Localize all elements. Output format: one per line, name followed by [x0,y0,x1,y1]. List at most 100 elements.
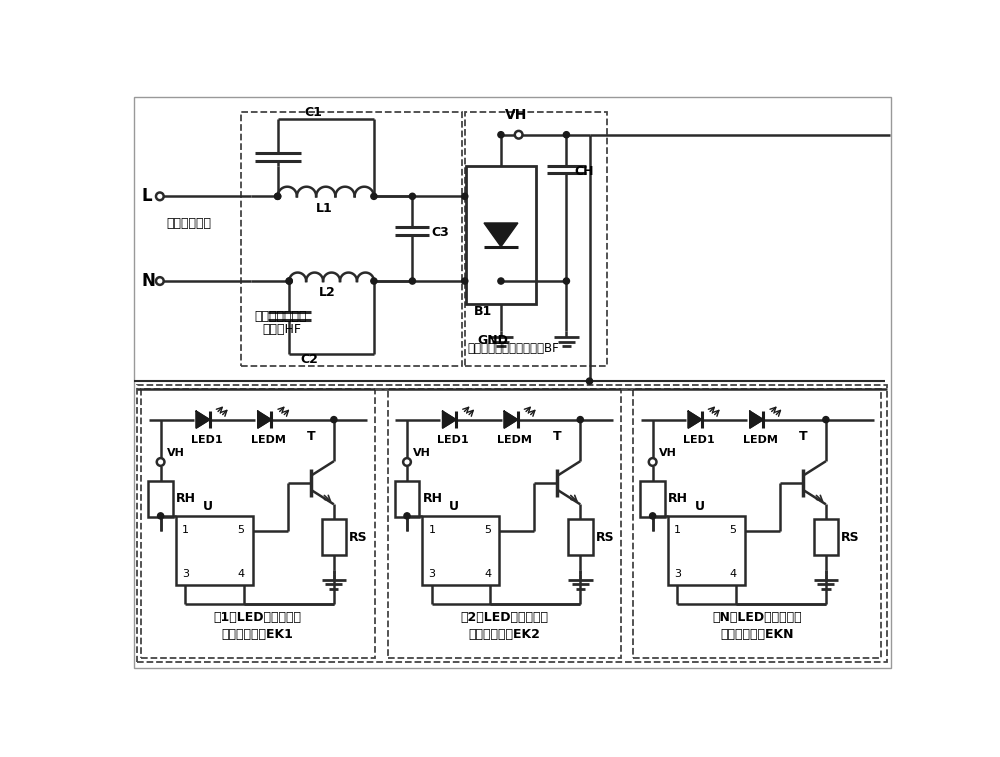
Text: 第2级LED高压大功率: 第2级LED高压大功率 [460,612,548,625]
Bar [422,516,499,585]
Circle shape [563,278,569,284]
Circle shape [275,193,281,199]
Circle shape [156,277,164,285]
Circle shape [498,278,504,284]
Text: U: U [203,500,213,512]
Polygon shape [750,411,763,428]
Text: 滤波器HF: 滤波器HF [262,322,301,335]
Bar [388,389,621,659]
Circle shape [515,131,523,139]
Text: T: T [553,431,562,444]
Circle shape [823,416,829,422]
Text: LED1: LED1 [683,435,714,444]
Text: RH: RH [422,492,442,505]
Text: CH: CH [574,165,594,178]
Polygon shape [196,411,210,428]
Text: 3: 3 [429,569,436,579]
Bar [568,519,593,555]
Bar [814,519,838,555]
Polygon shape [688,411,702,428]
Circle shape [462,193,468,199]
Bar [148,481,173,516]
Polygon shape [504,411,518,428]
Text: 1: 1 [429,525,436,534]
Circle shape [586,378,593,385]
Text: 1: 1 [674,525,681,534]
Text: 4: 4 [730,569,737,579]
Circle shape [409,193,415,199]
Text: N: N [141,272,155,290]
Text: 开关控制电路EK2: 开关控制电路EK2 [468,628,540,641]
Bar [241,111,462,366]
Polygon shape [484,223,518,247]
Polygon shape [258,411,271,428]
Text: T: T [799,431,808,444]
Circle shape [404,512,410,519]
Text: U: U [449,500,459,512]
Bar [395,481,419,516]
Text: L2: L2 [318,286,335,300]
Text: 大功率交流整流滤波电路BF: 大功率交流整流滤波电路BF [468,342,560,355]
Text: 第1级LED高压大功率: 第1级LED高压大功率 [214,612,302,625]
Text: 5: 5 [484,525,491,534]
Bar [640,481,665,516]
Bar [465,111,607,366]
Text: RS: RS [841,531,860,544]
Bar [322,519,346,555]
Text: GND: GND [478,334,509,347]
Text: 第N级LED高压大功率: 第N级LED高压大功率 [713,612,802,625]
Text: 3: 3 [182,569,189,579]
Text: L: L [141,187,152,205]
Text: LEDM: LEDM [251,435,286,444]
Text: LEDM: LEDM [743,435,778,444]
Circle shape [650,512,656,519]
Text: C2: C2 [301,354,319,366]
Text: 开关控制电路EK1: 开关控制电路EK1 [222,628,294,641]
Circle shape [371,193,377,199]
Circle shape [331,416,337,422]
Text: LED1: LED1 [191,435,222,444]
Circle shape [403,458,411,466]
Circle shape [498,132,504,138]
Text: 交流市电输入: 交流市电输入 [166,217,211,230]
Text: 4: 4 [238,569,245,579]
Circle shape [158,512,164,519]
Bar [176,516,253,585]
Bar [466,166,536,304]
Text: VH: VH [659,448,677,458]
Bar [668,516,745,585]
Circle shape [157,458,164,466]
Text: RS: RS [596,531,614,544]
Circle shape [275,193,281,199]
Text: 3: 3 [674,569,681,579]
Circle shape [371,278,377,284]
Text: C3: C3 [432,226,449,239]
Circle shape [462,278,468,284]
Circle shape [649,458,656,466]
Circle shape [156,192,164,200]
Text: RH: RH [668,492,688,505]
Text: 开关控制电路EKN: 开关控制电路EKN [721,628,794,641]
Circle shape [409,278,415,284]
Circle shape [563,132,569,138]
Text: VH: VH [413,448,431,458]
Text: U: U [695,500,705,512]
Polygon shape [443,411,456,428]
Bar [137,385,887,662]
Text: VH: VH [167,448,185,458]
Text: RS: RS [349,531,368,544]
Text: RH: RH [176,492,196,505]
Text: 4: 4 [484,569,491,579]
Circle shape [286,278,292,284]
Text: LEDM: LEDM [497,435,532,444]
Text: L1: L1 [316,201,333,215]
Text: B1: B1 [474,305,492,318]
Text: C1: C1 [305,106,322,120]
Text: 5: 5 [238,525,245,534]
Text: 大功率无源谐波: 大功率无源谐波 [255,310,307,322]
Bar [141,389,375,659]
Circle shape [286,278,292,284]
Text: LED1: LED1 [437,435,469,444]
Text: 5: 5 [730,525,737,534]
Circle shape [577,416,583,422]
